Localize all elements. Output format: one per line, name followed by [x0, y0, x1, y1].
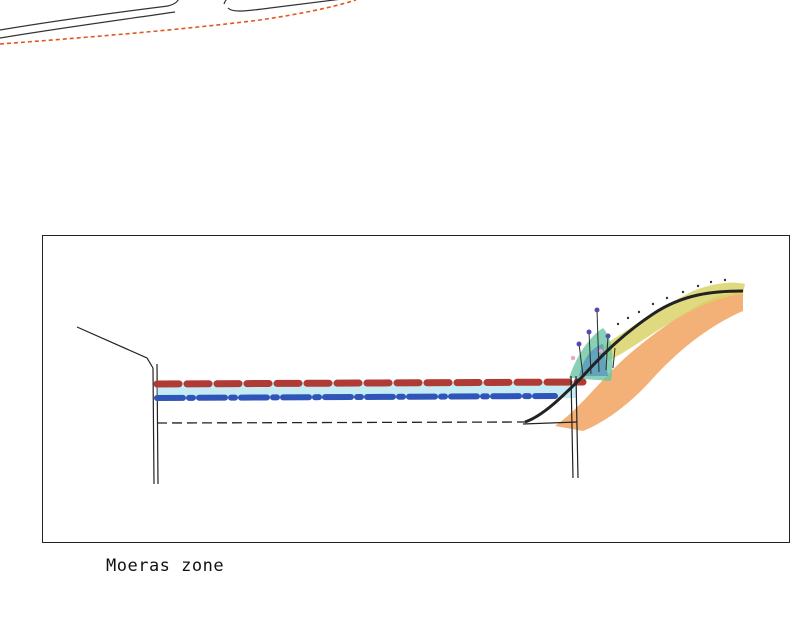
- right-wall: [522, 375, 579, 479]
- soil-fill: [555, 291, 743, 431]
- bank-slope-line: [524, 289, 744, 424]
- upper-water-level-line: [153, 378, 587, 388]
- top-red-dashed-line: [0, 0, 357, 45]
- lower-water-level-line: [154, 393, 558, 401]
- top-pipe-right: [223, 0, 339, 12]
- marsh-vegetation: [569, 278, 727, 381]
- bottom-dashed-line: [156, 421, 526, 424]
- bank-grass: [603, 282, 745, 361]
- cross-section-frame: [42, 235, 790, 543]
- cross-section-drawing: [76, 278, 745, 485]
- top-pipe-left: [0, 0, 179, 39]
- left-wall: [76, 326, 159, 485]
- top-partial-sketch: [0, 0, 357, 45]
- figure-caption: Moeras zone: [106, 556, 225, 576]
